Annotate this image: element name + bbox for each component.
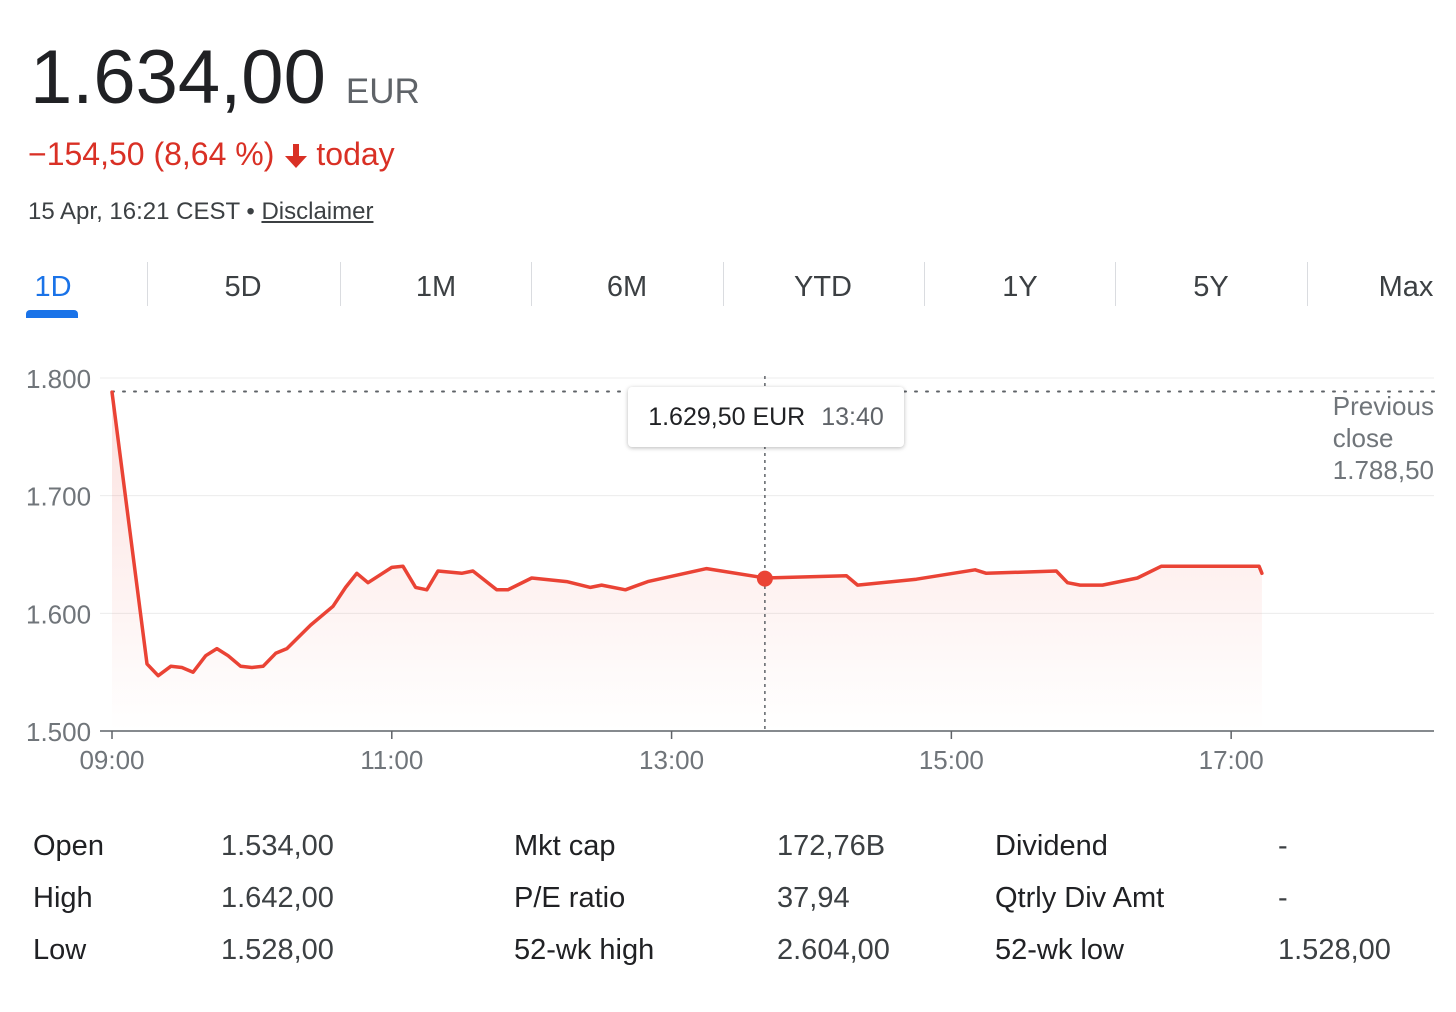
stat-value-mkt-cap: 172,76B: [777, 830, 886, 862]
y-tick-label: 1.700: [26, 482, 91, 512]
previous-close-annotation: Previous close 1.788,50: [1333, 390, 1434, 486]
change-period: today: [316, 136, 395, 172]
tab-divider: [1115, 262, 1116, 306]
change-value: −154,50 (8,64 %): [28, 136, 275, 172]
stat-label-qtrly-div: Qtrly Div Amt: [995, 882, 1165, 914]
tab-1m[interactable]: 1M: [415, 270, 457, 303]
quote-meta: 15 Apr, 16:21 CEST • Disclaimer: [28, 198, 373, 226]
stat-label-52wk-low: 52-wk low: [995, 934, 1124, 966]
price-header: 1.634,00 EUR: [30, 38, 420, 118]
x-tick-label: 11:00: [360, 745, 423, 775]
series-line: [110, 390, 1264, 678]
previous-close-label: Previous: [1332, 391, 1434, 421]
stat-label-dividend: Dividend: [995, 830, 1108, 862]
tab-5y[interactable]: 5Y: [1193, 270, 1229, 303]
stat-label-high: High: [33, 882, 93, 914]
tab-divider: [924, 262, 925, 306]
range-tabs: 1D 5D 1M 6M YTD 1Y 5Y Max: [0, 256, 1456, 320]
stat-value-52wk-high: 2.604,00: [777, 934, 890, 966]
tab-1d[interactable]: 1D: [34, 270, 72, 303]
stat-label-low: Low: [33, 934, 87, 966]
chart-tooltip: 1.629,50 EUR 13:40: [628, 387, 904, 447]
price-change: −154,50 (8,64 %) today: [28, 136, 395, 173]
stat-value-qtrly-div: -: [1278, 882, 1288, 914]
y-tick-label: 1.600: [26, 599, 91, 629]
stat-value-pe-ratio: 37,94: [777, 882, 850, 914]
tooltip-price: 1.629,50 EUR: [648, 402, 806, 431]
tab-max[interactable]: Max: [1378, 270, 1434, 303]
x-tick-label: 17:00: [1199, 745, 1264, 775]
tab-divider: [340, 262, 341, 306]
x-tick-label: 15:00: [919, 745, 984, 775]
stat-value-open: 1.534,00: [221, 830, 334, 862]
stat-value-high: 1.642,00: [221, 882, 334, 914]
stat-label-open: Open: [33, 830, 104, 862]
stat-label-mkt-cap: Mkt cap: [514, 830, 616, 862]
y-tick-label: 1.500: [26, 717, 91, 747]
stat-value-low: 1.528,00: [221, 934, 334, 966]
x-tick-label: 09:00: [79, 745, 144, 775]
current-price: 1.634,00: [30, 35, 326, 120]
highlight-point: [756, 570, 773, 587]
previous-close-value: 1.788,50: [1332, 455, 1434, 485]
tab-divider: [1307, 262, 1308, 306]
meta-separator: •: [246, 198, 255, 225]
previous-close-label: close: [1332, 423, 1394, 453]
series-area: [112, 392, 1262, 731]
tab-6m[interactable]: 6M: [606, 270, 648, 303]
tab-ytd[interactable]: YTD: [794, 270, 852, 303]
tab-divider: [147, 262, 148, 306]
disclaimer-link[interactable]: Disclaimer: [261, 198, 374, 225]
tab-5d[interactable]: 5D: [224, 270, 262, 303]
tooltip-time: 13:40: [821, 402, 884, 431]
stat-label-pe-ratio: P/E ratio: [514, 882, 626, 914]
active-tab-indicator: [26, 310, 78, 318]
stat-value-52wk-low: 1.528,00: [1278, 934, 1391, 966]
stat-value-dividend: -: [1278, 830, 1288, 862]
y-tick-label: 1.800: [26, 364, 91, 394]
quote-timestamp: 15 Apr, 16:21 CEST: [28, 198, 240, 225]
tab-divider: [531, 262, 532, 306]
tab-1y[interactable]: 1Y: [1002, 270, 1038, 303]
x-tick-label: 13:00: [639, 745, 704, 775]
stat-label-52wk-high: 52-wk high: [514, 934, 655, 966]
down-arrow-icon: [284, 141, 308, 169]
currency-label: EUR: [345, 72, 420, 111]
tab-divider: [723, 262, 724, 306]
